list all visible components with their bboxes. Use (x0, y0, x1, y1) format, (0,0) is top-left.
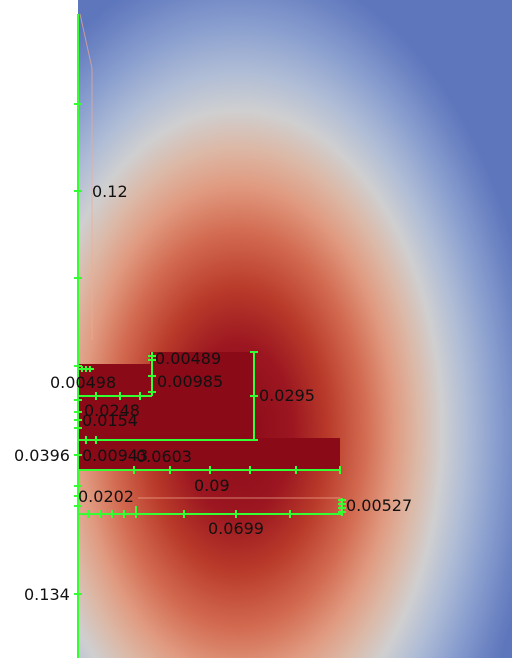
dimension-label-0-0202: 0.0202 (78, 487, 134, 506)
dimension-label-0-134: 0.134 (24, 585, 70, 604)
dimension-label-0-0154: 0.0154 (82, 411, 138, 430)
dimension-label-0-0396: 0.0396 (14, 446, 70, 465)
dimension-label-0-0603: 0.0603 (136, 447, 192, 466)
dimension-label-0-09: 0.09 (194, 476, 230, 495)
dimension-label-0-0699: 0.0699 (208, 519, 264, 538)
dimension-label-0-00943: 0.00943 (82, 446, 149, 465)
dimension-axes (74, 14, 346, 658)
dimension-label-0-0295: 0.0295 (259, 386, 315, 405)
dimension-label-0-12: 0.12 (92, 182, 128, 201)
dimension-label-0-0248: 0.0248 (84, 401, 140, 420)
dimension-label-0-00498: 0.00498 (50, 373, 117, 392)
temperature-field (78, 0, 512, 658)
dimension-label-0-00527: 0.00527 (346, 496, 413, 515)
dimension-label-0-00985: 0.00985 (157, 372, 224, 391)
dimension-label-0-00489: 0.00489 (155, 349, 222, 368)
